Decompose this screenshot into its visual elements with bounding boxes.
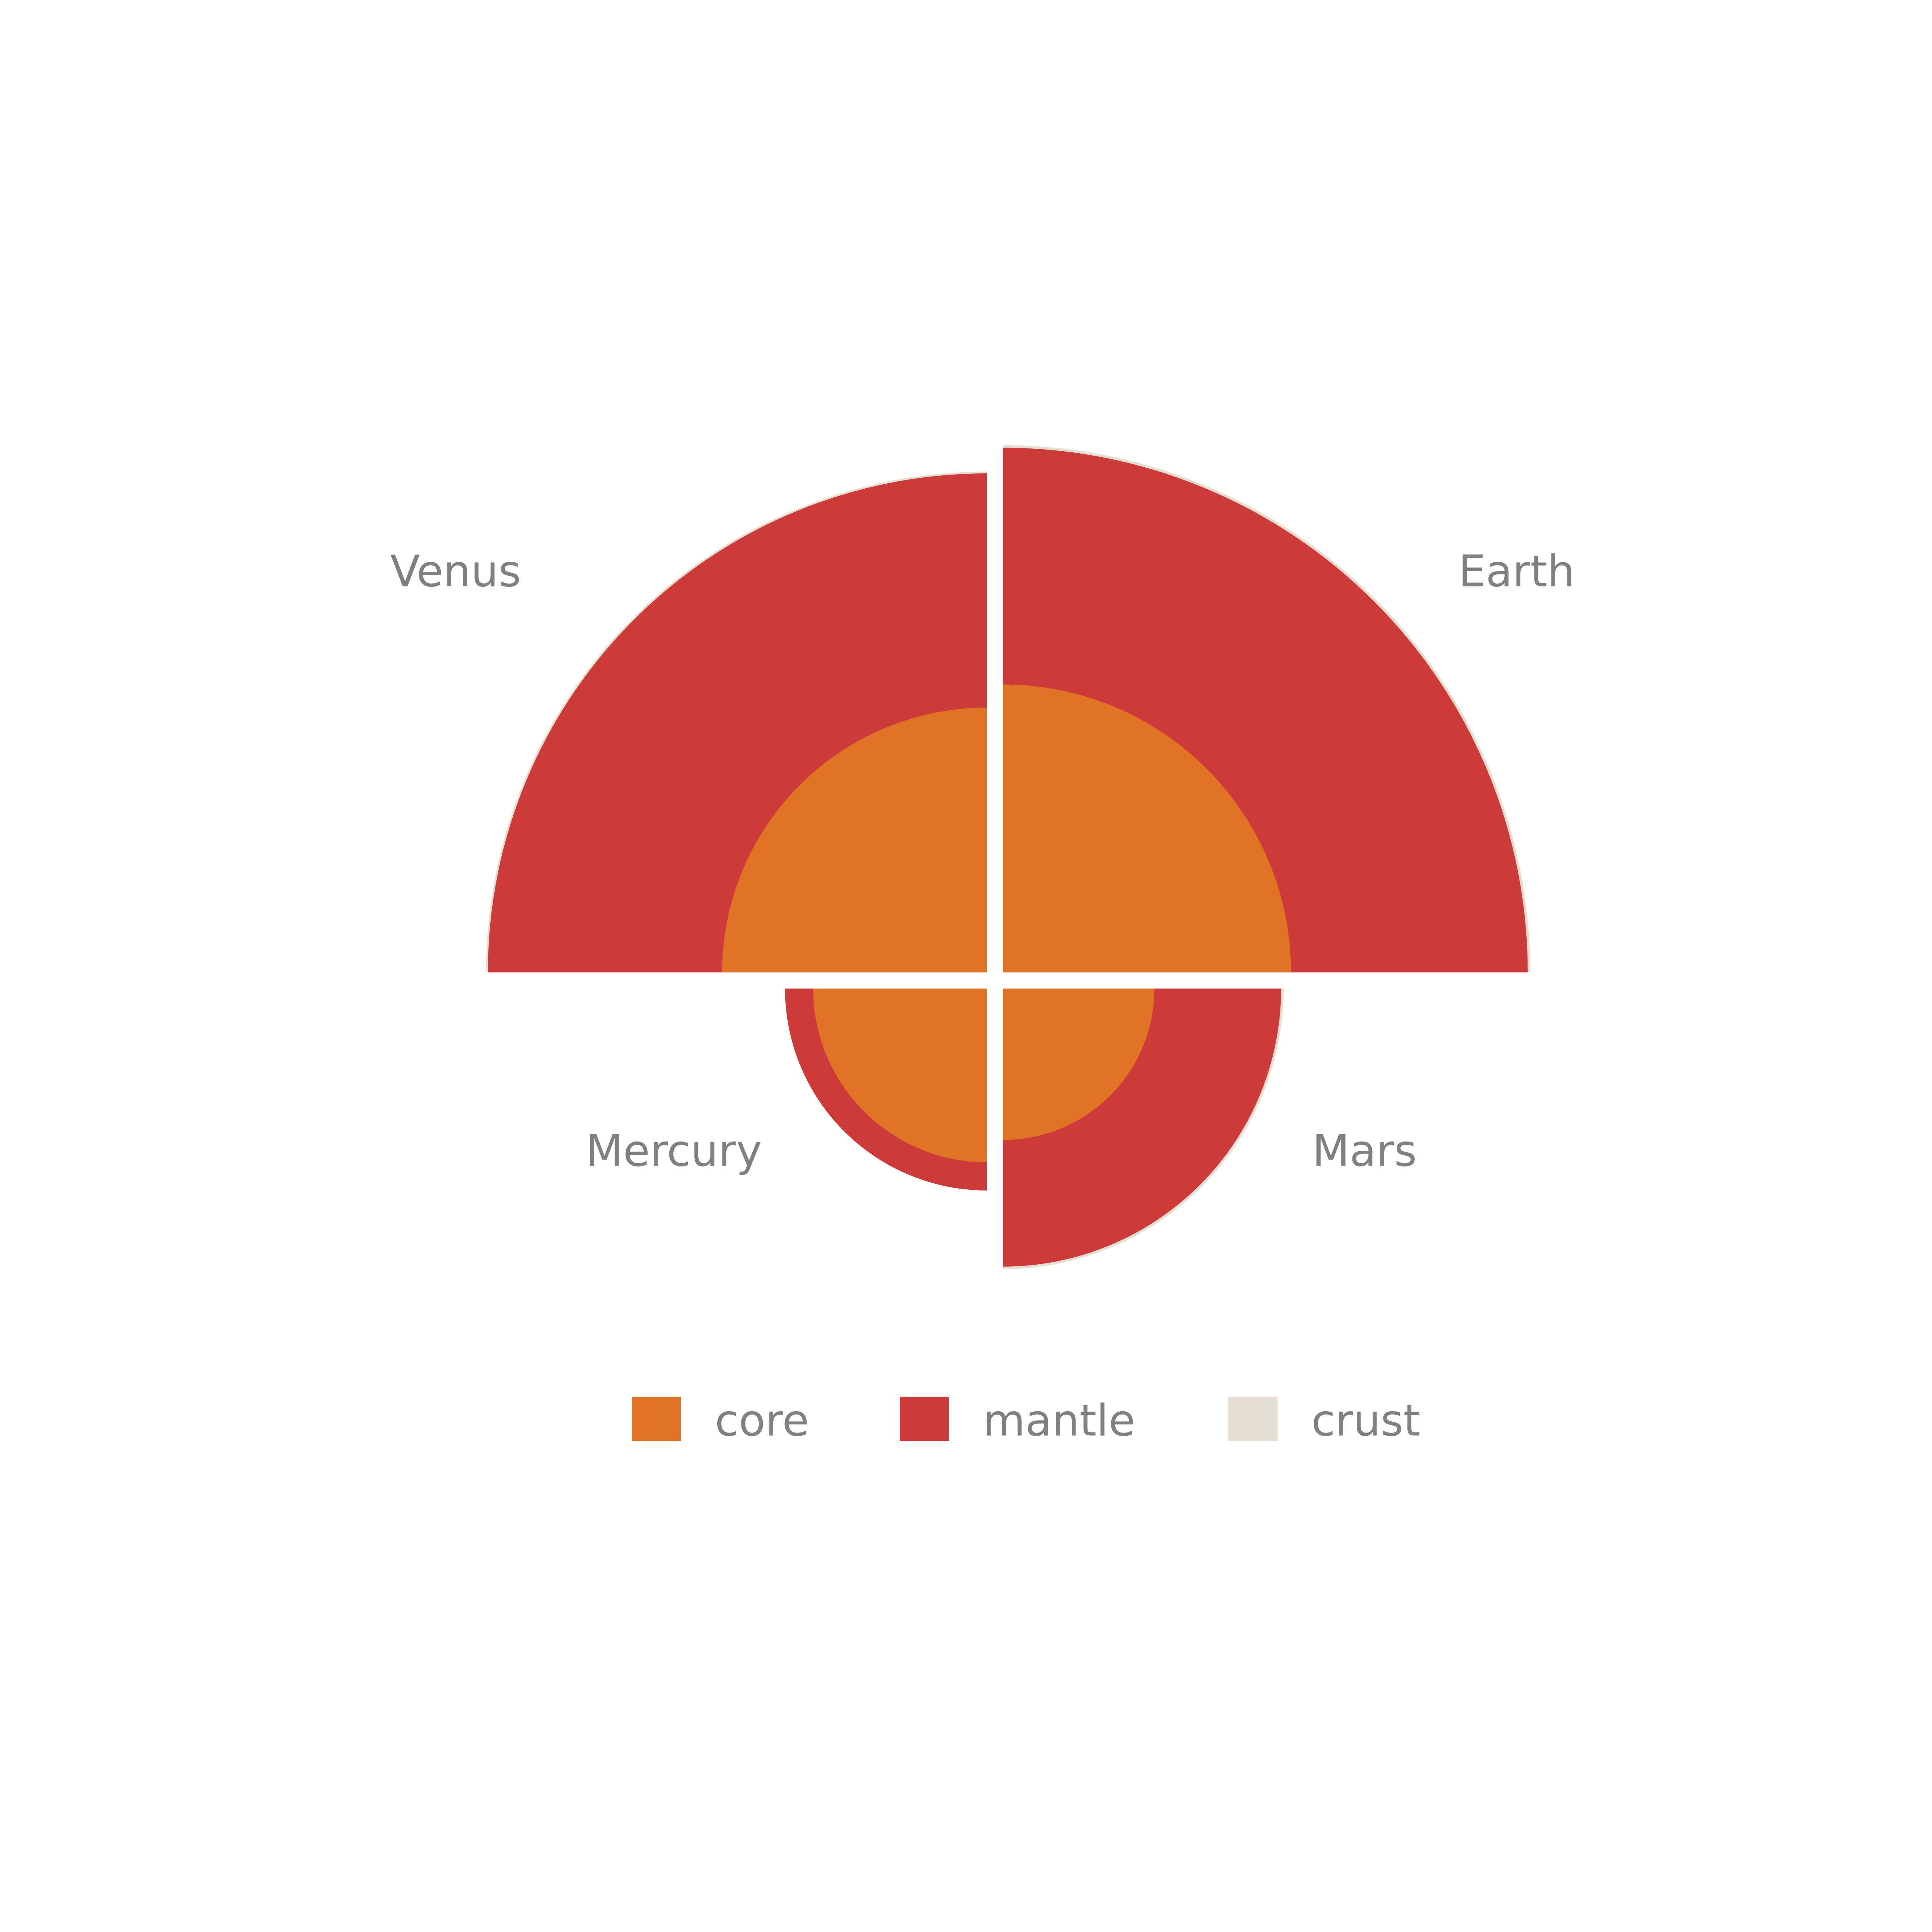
legend-label-core: core — [715, 1396, 809, 1446]
planet-label-mercury: Mercury — [586, 1126, 762, 1177]
wedge-earth-core — [1003, 684, 1291, 972]
planet-label-venus: Venus — [390, 547, 521, 597]
legend-label-mantle: mantle — [983, 1396, 1135, 1446]
legend-swatch-mantle — [900, 1397, 949, 1441]
planet-label-mars: Mars — [1312, 1126, 1417, 1177]
wedge-venus-core — [722, 708, 987, 972]
planet-labels: Venus Earth Mercury Mars — [390, 547, 1575, 1177]
legend-label-crust: crust — [1311, 1396, 1420, 1446]
legend-swatch-core — [632, 1397, 681, 1441]
chart-wedges — [486, 445, 1530, 1269]
planet-label-earth: Earth — [1458, 547, 1575, 597]
wedge-mercury-core — [813, 989, 987, 1162]
wedge-mars-core — [1003, 989, 1155, 1140]
legend-swatch-crust — [1228, 1397, 1278, 1441]
legend: core mantle crust — [632, 1396, 1420, 1446]
